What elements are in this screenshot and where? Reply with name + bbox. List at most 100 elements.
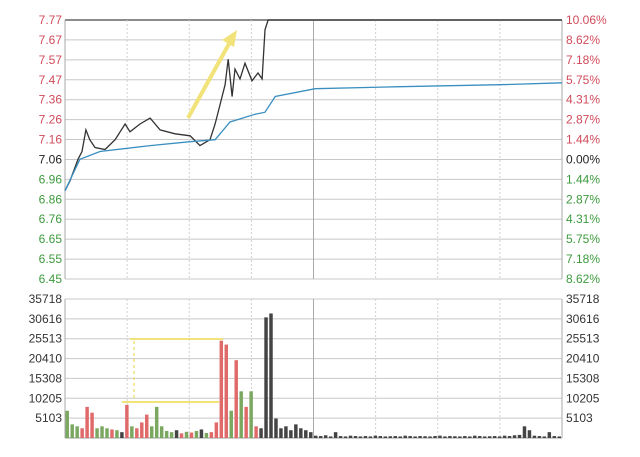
volume-tick-label: 30616 (29, 312, 63, 326)
volume-bar (318, 436, 323, 438)
volume-bar (279, 428, 283, 438)
pct-tick-label: 2.87% (566, 113, 600, 127)
volume-bar (522, 426, 527, 438)
volume-bar (115, 430, 119, 438)
volume-bar (393, 436, 397, 438)
volume-bar (497, 436, 502, 438)
volume-tick-label: 5103 (566, 411, 593, 425)
volume-bar (204, 432, 209, 438)
volume-bar (154, 406, 159, 438)
price-tick-label: 7.77 (39, 13, 63, 27)
volume-bar (189, 432, 194, 438)
volume-bar (284, 426, 288, 438)
volume-bar (209, 432, 214, 438)
pct-tick-label: 8.62% (566, 33, 600, 47)
volume-tick-label: 15308 (29, 371, 63, 385)
volume-bar (338, 436, 343, 438)
volume-bar (244, 406, 248, 438)
volume-bar (169, 432, 174, 438)
volume-bar (463, 436, 467, 438)
volume-bar (249, 391, 253, 438)
volume-bar (343, 436, 348, 438)
volume-bar (120, 432, 124, 438)
volume-bar (433, 436, 437, 438)
volume-bar (194, 430, 199, 438)
volume-bar (125, 404, 129, 438)
volume-bar (130, 426, 134, 438)
volume-bar (492, 436, 497, 438)
price-tick-label: 6.76 (39, 212, 63, 226)
volume-bar (537, 436, 542, 438)
volume-bar (557, 436, 561, 438)
volume-tick-label: 35718 (566, 292, 600, 306)
grid (64, 19, 563, 439)
volume-tick-label: 25513 (566, 332, 600, 346)
volume-bar (140, 422, 144, 438)
volume-bar (110, 429, 114, 438)
volume-bar (502, 435, 507, 438)
volume-bar (149, 426, 154, 438)
volume-bar (323, 435, 328, 438)
volume-bars (65, 313, 561, 438)
volume-tick-label: 10205 (566, 391, 600, 405)
volume-bar (254, 426, 258, 438)
volume-bar (378, 436, 383, 438)
price-tick-label: 7.47 (39, 73, 63, 87)
volume-bar (348, 435, 353, 438)
volume-bar (453, 436, 457, 438)
volume-bar (358, 436, 363, 438)
volume-bar (552, 436, 557, 438)
price-tick-label: 6.45 (39, 272, 63, 286)
volume-bar (135, 428, 139, 438)
volume-tick-label: 15308 (566, 371, 600, 385)
volume-tick-label: 30616 (566, 312, 600, 326)
volume-bar (184, 431, 189, 438)
volume-bar (289, 430, 293, 438)
volume-bar (65, 410, 69, 438)
trend-arrow-shaft (186, 41, 232, 119)
price-lines (64, 19, 563, 191)
volume-bar (542, 436, 547, 438)
volume-bar (468, 436, 472, 438)
volume-bar (527, 430, 532, 438)
pct-tick-label: 5.75% (566, 232, 600, 246)
volume-bar (368, 436, 373, 438)
volume-bar (398, 436, 402, 438)
volume-bar (100, 426, 104, 438)
price-tick-label: 6.65 (39, 232, 63, 246)
volume-bar (259, 428, 263, 438)
pct-tick-label: 4.31% (566, 93, 600, 107)
volume-bar (438, 435, 442, 438)
volume-bar (428, 436, 432, 438)
volume-bar (473, 435, 477, 438)
pct-tick-label: 1.44% (566, 172, 600, 186)
volume-bar (532, 435, 537, 438)
price-tick-label: 7.67 (39, 33, 63, 47)
volume-bar (105, 428, 109, 438)
volume-bar (95, 428, 99, 438)
volume-bar (145, 414, 149, 438)
volume-tick-label: 35718 (29, 292, 63, 306)
volume-bar (299, 428, 303, 438)
volume-bar (264, 317, 268, 438)
volume-tick-label: 5103 (35, 411, 62, 425)
volume-bar (269, 313, 273, 438)
volume-bar (353, 436, 358, 438)
volume-bar (333, 432, 338, 438)
volume-bar (547, 432, 552, 438)
volume-bar (159, 426, 164, 438)
volume-bar (85, 406, 89, 438)
volume-bar (174, 430, 179, 438)
pct-tick-label: 10.06% (566, 13, 607, 27)
volume-bar (517, 434, 522, 438)
price-tick-label: 7.36 (39, 93, 63, 107)
volume-bar (214, 422, 219, 438)
volume-bar (487, 436, 492, 438)
volume-bar (328, 436, 333, 438)
volume-bar (478, 436, 482, 438)
volume-bar (388, 436, 393, 438)
price-tick-label: 6.86 (39, 192, 63, 206)
volume-bar (403, 435, 407, 438)
pct-tick-label: 5.75% (566, 73, 600, 87)
